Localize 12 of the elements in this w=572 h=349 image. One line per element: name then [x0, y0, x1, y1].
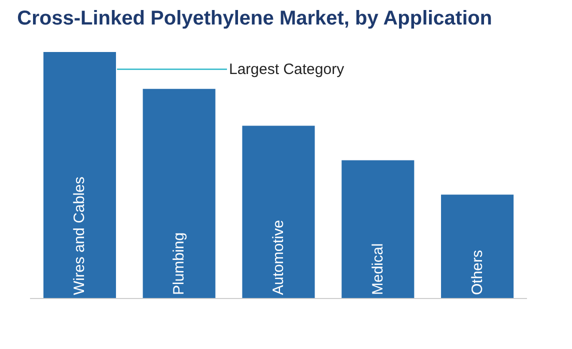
- x-tick-label: Wires and Cables: [71, 176, 88, 295]
- bar: [43, 52, 116, 298]
- bar: [342, 160, 414, 298]
- x-tick-label: Plumbing: [170, 232, 188, 295]
- bar: [142, 88, 216, 298]
- x-tick-label: Automotive: [270, 220, 287, 295]
- bar: [242, 126, 315, 298]
- x-tick-label: Medical: [369, 243, 386, 295]
- bar: [441, 194, 514, 298]
- x-tick-label: Others: [468, 250, 486, 295]
- chart-title: Cross-Linked Polyethylene Market, by Application: [17, 7, 492, 30]
- annotation: Largest Category: [229, 61, 345, 78]
